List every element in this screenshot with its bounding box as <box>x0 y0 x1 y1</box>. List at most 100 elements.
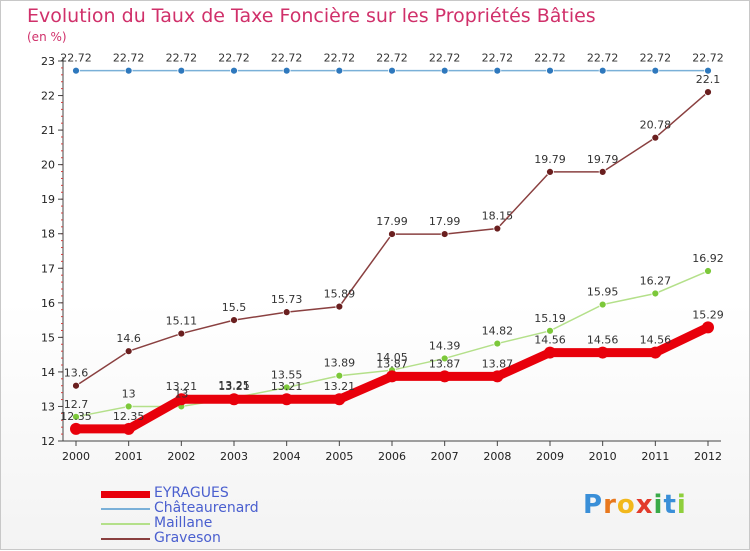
y-tick-label: 17 <box>41 262 55 275</box>
data-point <box>440 354 449 363</box>
data-point <box>544 346 556 359</box>
series-ch-teaurenard <box>72 66 712 75</box>
data-point <box>388 66 396 75</box>
x-tick-label: 2000 <box>62 450 90 463</box>
data-label: 14.56 <box>587 334 619 347</box>
logo-letter: r <box>603 490 617 520</box>
data-label: 17.99 <box>376 215 408 228</box>
data-point <box>333 393 346 406</box>
data-label: 16.27 <box>640 274 672 287</box>
data-point <box>649 346 662 359</box>
y-tick-label: 16 <box>41 297 55 310</box>
data-point <box>440 66 449 75</box>
data-label: 13.89 <box>324 357 356 370</box>
data-point <box>230 66 238 75</box>
data-label: 13.87 <box>482 357 514 370</box>
x-tick-label: 2011 <box>641 450 669 463</box>
data-point <box>335 371 344 380</box>
data-point <box>440 230 449 238</box>
data-point <box>598 300 607 309</box>
y-tick-label: 15 <box>41 331 55 344</box>
data-label: 22.72 <box>534 52 566 65</box>
y-tick-label: 13 <box>41 400 55 413</box>
x-tick-label: 2005 <box>325 450 353 463</box>
data-label: 18.15 <box>482 210 514 223</box>
legend-swatch <box>101 523 150 525</box>
data-point <box>177 66 186 75</box>
data-label: 22.72 <box>376 52 408 65</box>
data-label: 22.1 <box>696 73 721 86</box>
legend-label: Châteaurenard <box>154 500 259 516</box>
data-point <box>386 370 398 383</box>
y-tick-label: 18 <box>41 228 55 241</box>
data-point <box>596 346 609 359</box>
chart-title: Evolution du Taux de Taxe Foncière sur l… <box>27 5 596 27</box>
data-point <box>651 133 660 142</box>
x-tick-label: 2006 <box>378 450 406 463</box>
data-point <box>598 167 607 176</box>
data-point <box>124 66 133 75</box>
data-label: 13.21 <box>166 380 198 393</box>
y-tick-label: 23 <box>41 55 55 68</box>
data-point <box>546 66 554 75</box>
data-label: 19.79 <box>534 153 566 166</box>
logo-letter: i <box>653 490 664 520</box>
data-label: 13.21 <box>271 380 303 393</box>
data-point <box>546 326 554 335</box>
data-label: 14.05 <box>376 351 408 364</box>
x-tick-label: 2012 <box>694 450 722 463</box>
data-label: 12.7 <box>64 398 89 411</box>
x-tick-label: 2008 <box>483 450 511 463</box>
data-point <box>230 316 238 324</box>
data-point <box>335 302 344 311</box>
data-label: 16.92 <box>692 252 724 265</box>
data-label: 15.5 <box>222 301 247 314</box>
y-tick-label: 14 <box>41 366 55 379</box>
data-label: 13.87 <box>429 357 461 370</box>
data-label: 13.87 <box>376 357 408 370</box>
axes: 12 13 14 15 16 17 18 19 20 21 22 23 2000 2001 2002 2003… <box>41 55 722 463</box>
data-label: 15.11 <box>166 315 198 328</box>
data-label: 22.72 <box>429 52 461 65</box>
data-point <box>177 329 186 338</box>
data-point <box>72 412 80 421</box>
data-label: 22.72 <box>587 52 619 65</box>
series-eyragues <box>70 321 714 435</box>
legend-label: Maillane <box>154 515 213 531</box>
data-point <box>282 308 291 317</box>
unit-label: (en %) <box>27 30 67 44</box>
data-point <box>282 66 291 75</box>
data-point <box>282 383 291 392</box>
data-label: 13 <box>122 387 136 400</box>
data-label: 20.78 <box>640 119 672 132</box>
data-label: 15.19 <box>534 312 566 325</box>
data-point <box>493 66 502 75</box>
data-point <box>280 393 293 406</box>
data-point <box>124 347 133 356</box>
legend-swatch <box>101 538 150 540</box>
data-label: 22.72 <box>692 52 724 65</box>
data-label: 13.21 <box>324 380 356 393</box>
data-label: 22.72 <box>640 52 672 65</box>
data-label: 14.39 <box>429 339 461 352</box>
data-point <box>124 402 133 411</box>
x-tick-label: 2004 <box>273 450 301 463</box>
logo-letter: o <box>616 490 636 520</box>
y-tick-label: 20 <box>41 159 55 172</box>
data-label: 22.72 <box>60 52 92 65</box>
x-tick-label: 2001 <box>115 450 143 463</box>
logo-letter: i <box>676 490 687 520</box>
x-tick-label: 2002 <box>167 450 195 463</box>
data-point <box>388 230 396 238</box>
data-label: 15.89 <box>324 288 356 301</box>
series-layer <box>70 66 714 435</box>
data-label: 17.99 <box>429 215 461 228</box>
x-tick-label: 2009 <box>536 450 564 463</box>
data-label: 22.72 <box>482 52 514 65</box>
data-label: 14.6 <box>116 332 141 345</box>
data-label: 13 <box>174 387 188 400</box>
data-label: 22.72 <box>271 52 303 65</box>
data-point <box>651 66 660 75</box>
logo-letter: x <box>635 490 654 520</box>
